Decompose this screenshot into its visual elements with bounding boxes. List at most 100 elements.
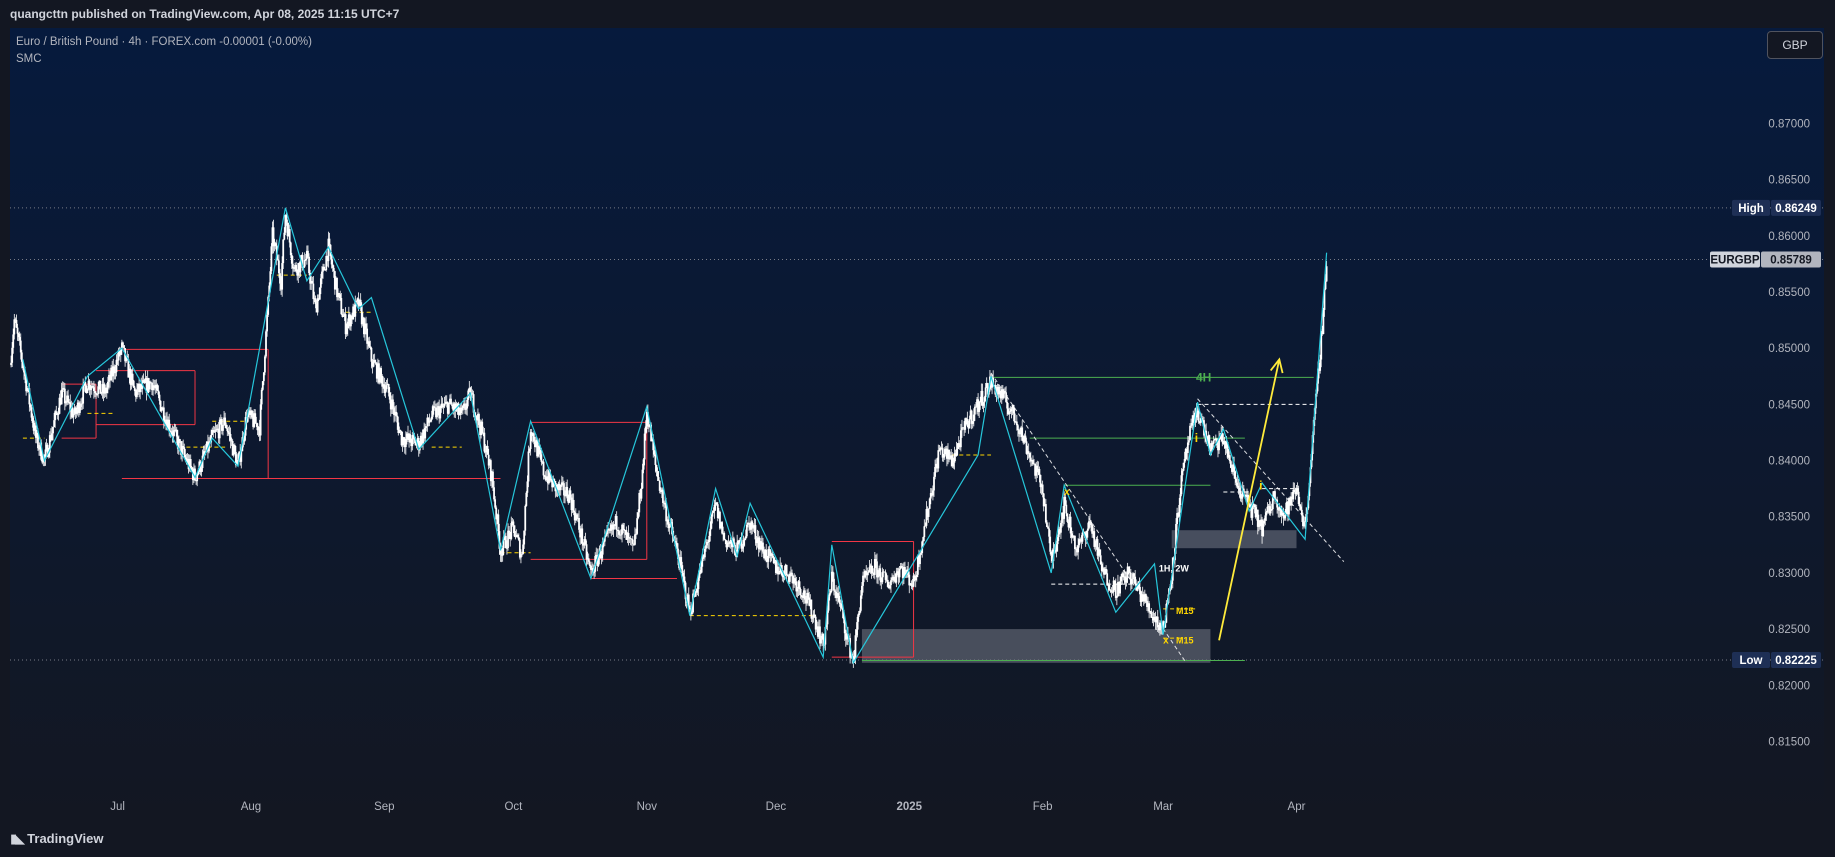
candle-body <box>110 367 113 381</box>
candle-body <box>1264 515 1267 521</box>
candle-body <box>686 594 689 604</box>
tradingview-logo-icon: ▮◣ <box>10 831 25 846</box>
candle-body <box>246 414 249 422</box>
candle-body <box>865 571 868 576</box>
candle-body <box>1087 521 1090 529</box>
tradingview-logo[interactable]: ▮◣ TradingView <box>10 831 104 847</box>
candle-body <box>800 595 803 598</box>
candle-body <box>43 455 46 459</box>
price-tick-7: 0.83500 <box>1768 512 1810 524</box>
candle-body <box>452 406 455 411</box>
candle-body <box>205 441 208 452</box>
candle-body <box>1090 521 1092 526</box>
candle-body <box>56 413 59 415</box>
candle-body <box>961 427 963 431</box>
candle-body <box>323 266 325 270</box>
candle-body <box>587 558 590 562</box>
candle-body <box>336 277 338 298</box>
candle-body <box>624 530 627 531</box>
candle-body <box>1295 488 1298 495</box>
candle-body <box>316 298 319 313</box>
candle-body <box>114 372 117 374</box>
published-header: quangcttn published on TradingView.com, … <box>0 0 1835 28</box>
candle-body <box>1278 509 1281 511</box>
candle-body <box>1321 331 1324 335</box>
candle-body <box>680 557 683 566</box>
candle-body <box>674 541 677 543</box>
high-tag-label-bg <box>1732 199 1770 216</box>
candle-body <box>939 448 942 451</box>
candle-body <box>1235 478 1238 483</box>
candle-body <box>762 542 764 552</box>
candle-body <box>23 368 25 373</box>
candle-body <box>332 267 335 272</box>
candle-body <box>1188 440 1190 443</box>
candle-body <box>109 374 111 381</box>
candle-body <box>479 425 481 435</box>
candle-body <box>719 511 721 529</box>
candle-body <box>125 356 128 362</box>
currency-button[interactable]: GBP <box>1767 31 1823 59</box>
candle-body <box>384 389 387 393</box>
candle-body <box>933 476 935 491</box>
candle-body <box>1074 535 1076 550</box>
candle-body <box>932 490 934 496</box>
candle-body <box>1081 532 1084 542</box>
candle-body <box>71 407 74 418</box>
high-tag-value: 0.86249 <box>1775 203 1817 215</box>
candle-body <box>378 363 380 383</box>
candle-body <box>325 255 328 271</box>
candle-body <box>271 227 274 247</box>
candle-body <box>1109 590 1112 592</box>
candle-body <box>1269 509 1272 514</box>
candle-body <box>432 406 435 408</box>
candle-body <box>602 541 605 543</box>
candle-body <box>1219 438 1222 440</box>
candle-body <box>663 502 665 504</box>
candle-body <box>296 271 299 276</box>
candle-body <box>61 388 64 390</box>
candle-body <box>845 633 848 640</box>
candle-body <box>433 407 436 409</box>
candle-body <box>897 571 900 578</box>
chart-area[interactable]: 4H i i 1H, 2W M15 M15 x x 0.87000 0.86500 0.86000… <box>10 28 1824 820</box>
candle-body <box>357 298 360 306</box>
candle-body <box>376 363 379 379</box>
candle-body <box>1245 494 1247 497</box>
candle-body <box>1148 603 1151 611</box>
candle-body <box>747 522 749 525</box>
candle-body <box>1149 610 1152 613</box>
candle-body <box>111 367 114 377</box>
candle-body <box>1300 509 1303 516</box>
candle-body <box>895 572 898 583</box>
candle-body <box>726 542 729 548</box>
candle-body <box>510 523 513 539</box>
candle-body <box>1192 415 1195 423</box>
candle-body <box>417 437 420 451</box>
candle-body <box>153 385 156 388</box>
candle-body <box>285 214 288 223</box>
candle-body <box>728 541 731 544</box>
candle-body <box>397 422 400 434</box>
candle-body <box>144 378 147 383</box>
candle-body <box>305 250 308 259</box>
candle-body <box>743 538 746 540</box>
candle-body <box>799 589 802 596</box>
candle-body <box>257 427 260 431</box>
candle-body <box>1097 549 1100 556</box>
candle-body <box>861 585 863 596</box>
price-chart[interactable]: 4H i i 1H, 2W M15 M15 x x 0.87000 0.86500 0.86000… <box>10 28 1824 820</box>
indicator-name: SMC <box>16 53 42 65</box>
candle-body <box>369 346 372 348</box>
candle-body <box>157 390 160 395</box>
candle-body <box>276 259 279 261</box>
candle-body <box>298 263 301 273</box>
candle-body <box>607 529 609 531</box>
candle-body <box>457 403 460 415</box>
candle-body <box>393 407 395 416</box>
zigzag-polyline <box>22 207 1328 665</box>
candle-body <box>447 402 450 414</box>
candle-body <box>653 450 656 455</box>
candle-body <box>744 536 747 539</box>
green-level-label-2: i <box>1259 478 1262 492</box>
